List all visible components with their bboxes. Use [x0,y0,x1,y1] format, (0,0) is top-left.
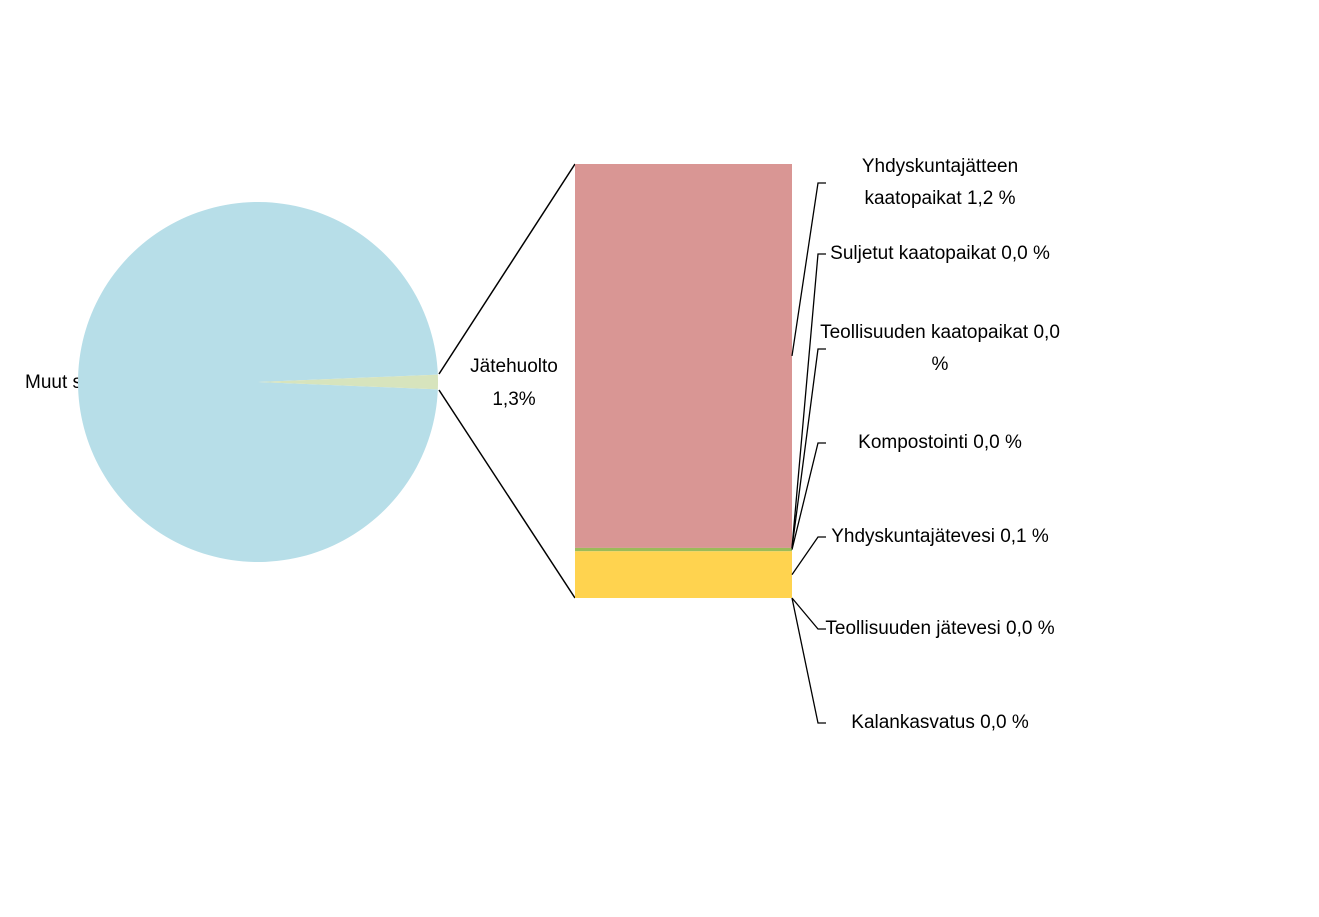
bar-label: Yhdyskuntajätevesi 0,1 % [820,521,1060,553]
bar-segment [575,547,792,552]
leader-line [791,597,826,630]
bar-category: Suljetut kaatopaikat [830,243,996,264]
bar-label: Teollisuuden jätevesi 0,0 % [820,613,1060,645]
leader-line [791,597,826,724]
pie-label: Jätehuolto [470,356,558,377]
bar-category: Yhdyskuntajätteen kaatopaikat [861,156,1019,209]
leader-line [791,348,826,549]
bar-value-label: 0,0 % [1006,618,1055,639]
bar-category: Teollisuuden jätevesi [825,618,1001,639]
bar-label: Suljetut kaatopaikat 0,0 % [820,238,1060,270]
bar-value-label: 0,0 % [973,432,1022,453]
bar-value-label: 0,0 % [980,712,1029,733]
bar-value-label: 1,2 % [966,188,1016,209]
bar-label: Teollisuuden kaatopaikat 0,0 % [820,317,1060,381]
bar-value-label: 0,0 % [1001,243,1050,264]
leader-line [791,442,826,550]
pie-slice [78,202,438,562]
leader-line [791,182,826,357]
leader-line [791,253,826,548]
bar-segment [575,164,792,548]
bar-segment [575,551,792,598]
bar-label: Kalankasvatus 0,0 % [820,707,1060,739]
pie-slice [258,374,438,390]
pie-value-label: 1,3% [492,389,535,410]
bar-value-label: 0,1 % [1000,526,1049,547]
bar-category: Yhdyskuntajätevesi [831,526,995,547]
bar-category: Kompostointi [858,432,968,453]
connector-line [438,389,576,599]
connector-line [438,163,576,375]
bar-value-label: 0,0 % [931,322,1060,375]
bar-label: Yhdyskuntajätteen kaatopaikat 1,2 % [820,151,1060,215]
leader-line [791,536,826,576]
bar-category: Teollisuuden kaatopaikat [820,322,1029,343]
bar-label: Kompostointi 0,0 % [820,427,1060,459]
bar-category: Kalankasvatus [851,712,975,733]
